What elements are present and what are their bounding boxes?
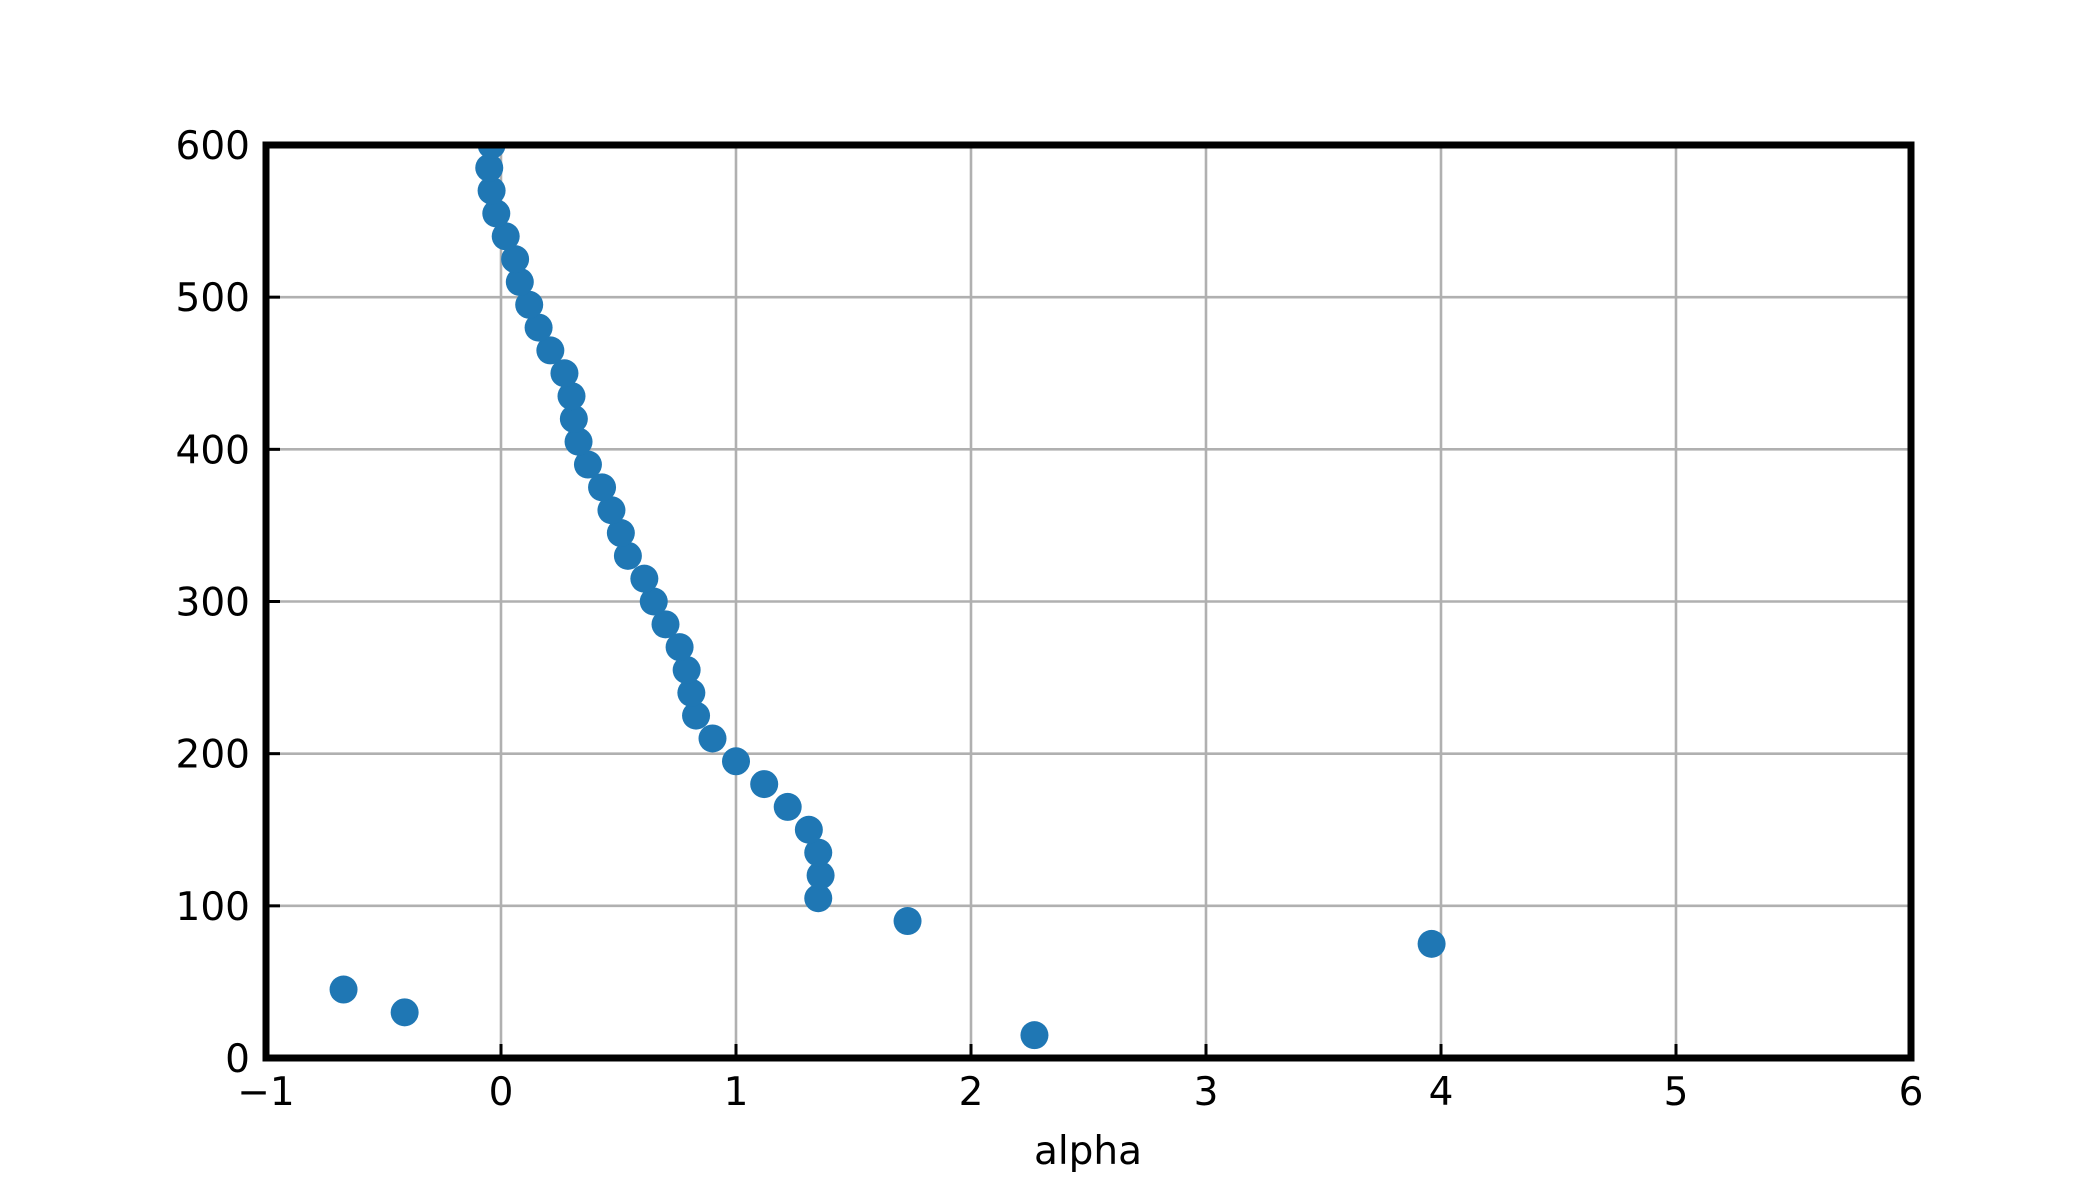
data-point [564, 427, 593, 456]
y-tick-label: 600 [176, 124, 250, 169]
data-point [722, 747, 750, 776]
x-tick-label: 3 [1194, 1070, 1219, 1115]
data-point [491, 222, 520, 251]
y-tick-label: 100 [176, 885, 250, 930]
data-point [613, 541, 642, 570]
data-point [606, 519, 635, 548]
x-tick-label: 0 [489, 1070, 514, 1115]
y-tick-label: 400 [176, 428, 250, 473]
data-point [573, 450, 602, 479]
data-point [559, 404, 588, 433]
data-point [501, 245, 530, 274]
data-point [557, 382, 586, 411]
x-tick-label: 2 [959, 1070, 984, 1115]
data-point [794, 815, 823, 844]
data-point [651, 610, 680, 639]
y-tick-label: 200 [176, 733, 250, 778]
x-tick-label: 1 [724, 1070, 749, 1115]
data-point [524, 313, 553, 342]
data-point [515, 290, 544, 319]
data-point [672, 655, 701, 684]
x-tick-label: 6 [1899, 1070, 1924, 1115]
data-point [597, 496, 626, 525]
data-point [536, 336, 565, 365]
data-point [390, 998, 419, 1027]
data-point [682, 701, 711, 730]
y-tick-label: 0 [225, 1037, 250, 1082]
data-point [677, 678, 706, 707]
data-point [773, 792, 802, 821]
data-point [665, 633, 694, 662]
data-point [1417, 929, 1446, 958]
x-axis-label: alpha [1034, 1129, 1142, 1174]
x-tick-label: 4 [1429, 1070, 1454, 1115]
data-point [750, 770, 779, 799]
data-point [630, 564, 659, 593]
data-point [329, 975, 358, 1004]
x-tick-labels: −1 0 1 2 3 4 5 6 [237, 1070, 1923, 1115]
data-point [475, 153, 504, 182]
data-points [329, 145, 1446, 1050]
data-point [477, 176, 506, 205]
grid-lines [264, 143, 1913, 1060]
data-point [639, 587, 668, 616]
data-point [804, 838, 833, 867]
x-tick-label: −1 [237, 1070, 295, 1115]
data-point [550, 359, 579, 388]
data-point [505, 267, 534, 296]
data-point [804, 884, 833, 913]
y-tick-label: 300 [176, 581, 250, 626]
data-point [893, 907, 922, 936]
y-tick-label: 500 [176, 276, 250, 321]
data-point [482, 199, 511, 228]
data-point [806, 861, 835, 890]
data-point [698, 724, 727, 753]
x-tick-label: 5 [1664, 1070, 1689, 1115]
data-point [588, 473, 617, 502]
data-point [1020, 1021, 1049, 1050]
axis-ticks [264, 143, 1913, 1060]
y-tick-labels: 0 100 200 300 400 500 600 [176, 124, 250, 1082]
